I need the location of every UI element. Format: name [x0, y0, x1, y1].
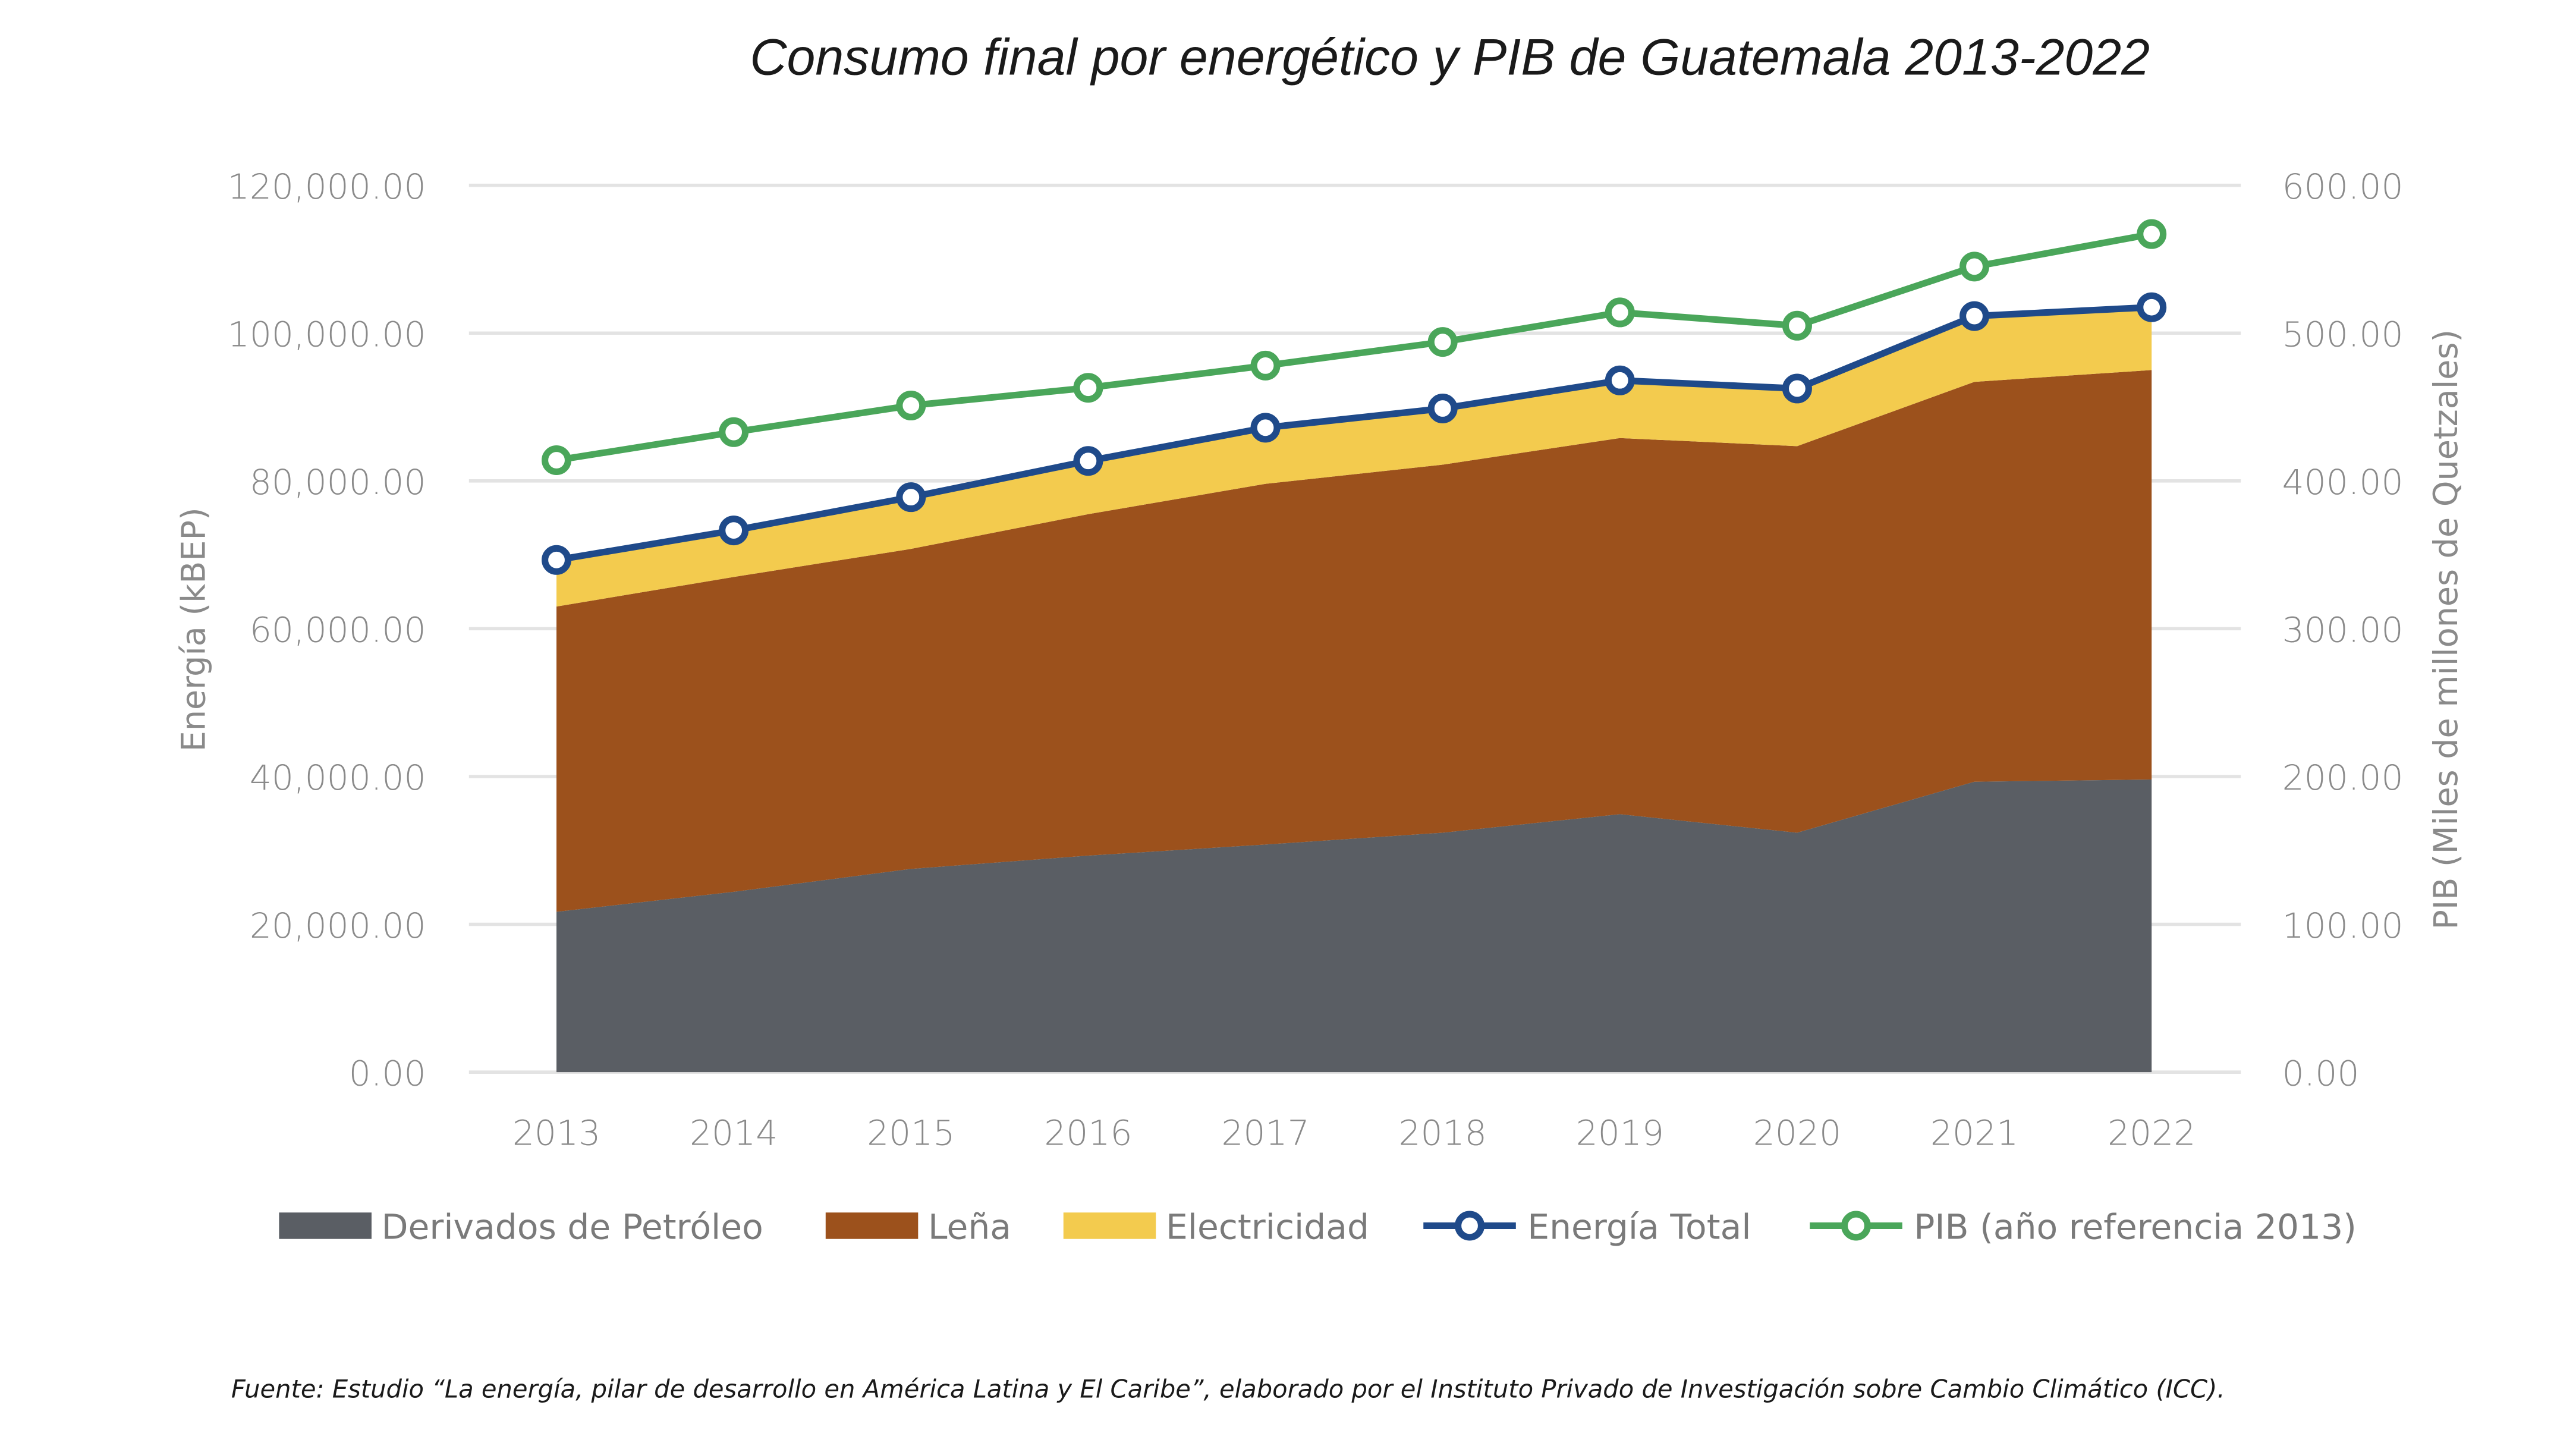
data-point	[1073, 446, 1103, 476]
x-tick-label: 2022	[2108, 1112, 2196, 1153]
x-tick-label: 2016	[1044, 1112, 1132, 1153]
data-point	[1073, 373, 1103, 403]
data-point	[1250, 413, 1281, 443]
legend-label: Leña	[928, 1207, 1011, 1247]
data-point	[896, 391, 926, 421]
data-point	[1782, 310, 1812, 341]
legend-swatch	[279, 1212, 372, 1239]
x-axis-ticks: 2013 2014 2015 2016 2017 2018 2019 2020 2021 2022	[512, 1112, 2196, 1153]
x-tick-label: 2019	[1576, 1112, 1664, 1153]
data-point	[1959, 301, 1990, 331]
legend-swatch	[825, 1212, 919, 1239]
legend-label: Energía Total	[1527, 1207, 1751, 1247]
data-point	[542, 545, 572, 575]
legend: Derivados de Petróleo Leña Electricidad Ene…	[279, 1207, 2357, 1247]
left-axis-ticks: 0.00 20,000.00 40,000.00 60,000.00 80,000.00…	[228, 166, 426, 1094]
data-point	[1250, 350, 1281, 381]
x-tick-label: 2013	[512, 1112, 600, 1153]
legend-label: Electricidad	[1166, 1207, 1369, 1247]
legend-marker	[1841, 1211, 1871, 1241]
line-pib	[556, 231, 2153, 464]
y-tick-label: 120,000.00	[228, 166, 426, 207]
data-point	[719, 417, 749, 447]
y-tick-label: 0.00	[349, 1053, 426, 1093]
stacked-areas	[556, 307, 2152, 1073]
data-point	[1605, 297, 1635, 328]
data-point	[1959, 252, 1990, 282]
y2-axis-label: PIB (Miles de millones de Quetzales)	[2427, 329, 2465, 930]
legend-marker	[1455, 1211, 1485, 1241]
right-axis-ticks: 0.00 100.00 200.00 300.00 400.00 500.00 600.00	[2282, 166, 2404, 1094]
y-tick-label: 100,000.00	[228, 314, 426, 354]
y-tick-label: 20,000.00	[250, 906, 426, 946]
data-point	[2137, 219, 2167, 249]
x-tick-label: 2020	[1753, 1112, 1841, 1153]
y2-tick-label: 0.00	[2282, 1053, 2360, 1093]
y2-tick-label: 100.00	[2282, 906, 2404, 946]
y2-tick-label: 200.00	[2282, 757, 2404, 798]
data-point	[719, 516, 749, 546]
y-tick-label: 80,000.00	[250, 462, 426, 502]
x-tick-label: 2021	[1930, 1112, 2018, 1153]
source-note: Fuente: Estudio “La energía, pilar de de…	[231, 1374, 2225, 1403]
line-energia-total	[556, 304, 2152, 564]
x-tick-label: 2017	[1221, 1112, 1309, 1153]
y-tick-label: 40,000.00	[250, 757, 426, 798]
legend-swatch	[1063, 1212, 1156, 1239]
y2-tick-label: 300.00	[2282, 610, 2404, 650]
data-point	[896, 482, 926, 513]
y-tick-label: 60,000.00	[250, 610, 426, 650]
area-derivados-de-petr-leo	[556, 779, 2152, 1073]
area-le-a	[556, 370, 2152, 912]
line-series	[542, 219, 2167, 575]
legend-label: Derivados de Petróleo	[382, 1207, 763, 1247]
legend-label: PIB (año referencia 2013)	[1914, 1207, 2357, 1247]
y2-tick-label: 400.00	[2282, 462, 2404, 502]
x-tick-label: 2018	[1398, 1112, 1486, 1153]
y2-tick-label: 600.00	[2282, 166, 2404, 207]
y2-tick-label: 500.00	[2282, 314, 2404, 354]
data-point	[542, 445, 572, 476]
data-point	[1427, 394, 1458, 423]
data-point	[1605, 365, 1635, 395]
area-electricidad	[556, 307, 2152, 607]
x-tick-label: 2014	[690, 1112, 778, 1153]
data-point	[1782, 373, 1812, 404]
data-point	[1427, 327, 1458, 357]
y-axis-label: Energía (kBEP)	[174, 507, 213, 752]
chart-title: Consumo final por energético y PIB de Gu…	[750, 29, 2150, 86]
x-tick-label: 2015	[867, 1112, 955, 1153]
data-point	[2137, 292, 2167, 322]
